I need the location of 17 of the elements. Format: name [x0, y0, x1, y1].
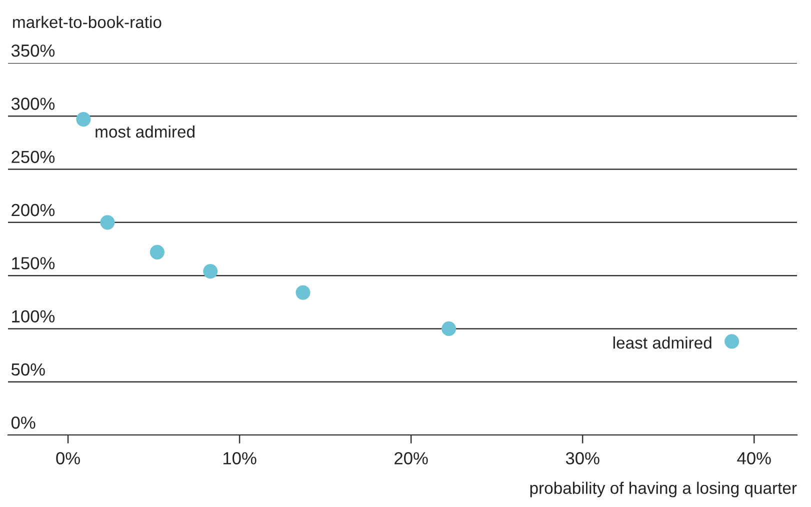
y-tick-label: 100%: [12, 310, 55, 323]
y-tick-label: 350%: [11, 44, 55, 57]
y-tick-label: 50%: [11, 363, 45, 376]
annotation: most admired: [96, 125, 194, 138]
y-tick-label: 0%: [11, 416, 36, 429]
x-tick-label: 20%: [394, 452, 428, 464]
x-tick-label: 30%: [566, 452, 600, 464]
y-axis-title: market-to-book-ratio: [13, 16, 162, 28]
x-tick-label: 40%: [737, 452, 771, 464]
y-tick-label: 150%: [12, 257, 55, 270]
y-tick-label: 200%: [12, 204, 55, 216]
y-tick-label: 250%: [12, 150, 55, 164]
x-axis-title: probability of having a losing quarter: [530, 482, 797, 498]
y-tick-label: 300%: [11, 98, 55, 110]
x-tick-label: 10%: [224, 452, 256, 464]
x-tick-label: 0%: [56, 452, 80, 464]
annotation: least admired: [613, 336, 712, 349]
